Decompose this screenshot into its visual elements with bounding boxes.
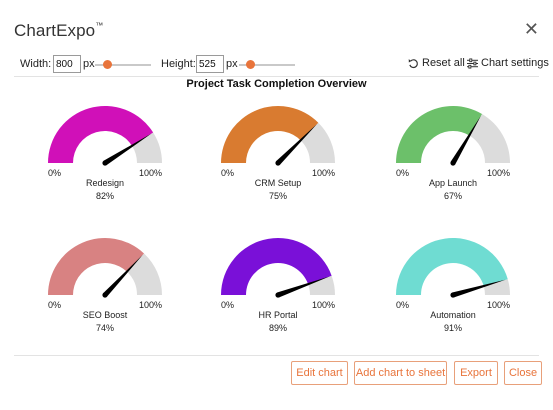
gauge-max-label: 100% xyxy=(487,300,510,310)
gauge-needle xyxy=(450,115,481,165)
gauge-needle xyxy=(277,276,330,298)
gauge-needle xyxy=(103,133,152,166)
gauge-needle-hub xyxy=(275,160,281,166)
gauge-value-arc xyxy=(221,237,332,295)
gauge-redesign: 0% 100% Redesign 82% xyxy=(48,105,162,201)
gauge-max-label: 100% xyxy=(312,168,335,178)
gauge-needle xyxy=(452,279,506,298)
reset-all-button[interactable]: Reset all xyxy=(408,57,465,69)
gauge-name-label: App Launch xyxy=(429,178,477,188)
height-slider-handle[interactable] xyxy=(246,60,255,69)
width-label: Width: xyxy=(20,58,52,70)
width-unit: px xyxy=(83,58,95,70)
reset-icon xyxy=(408,58,418,68)
app-title: ChartExpo™ xyxy=(14,21,103,41)
reset-all-label: Reset all xyxy=(422,57,465,69)
gauge-name-label: Redesign xyxy=(86,178,124,188)
gauge-value-label: 91% xyxy=(444,323,462,333)
width-input[interactable] xyxy=(53,55,81,73)
settings-sliders-icon xyxy=(467,57,478,69)
gauge-chart: 0% 100% Redesign 82% 0% 100% CRM Setup 75% 0% 100… xyxy=(48,105,510,333)
height-label: Height: xyxy=(161,58,196,70)
gauge-track xyxy=(126,253,162,295)
gauge-min-label: 0% xyxy=(396,300,409,310)
gauge-track xyxy=(300,122,335,163)
edit-chart-button[interactable]: Edit chart xyxy=(291,361,348,385)
gauge-min-label: 0% xyxy=(48,300,61,310)
gauge-max-label: 100% xyxy=(139,300,162,310)
gauge-needle xyxy=(103,254,143,297)
gauge-needle-hub xyxy=(102,292,108,298)
gauge-needle-hub xyxy=(450,160,456,166)
toolbar: Width: px Height: px Reset all Chart set… xyxy=(0,54,553,76)
gauge-needle-hub xyxy=(275,292,281,298)
chart-title: Project Task Completion Overview xyxy=(186,78,367,90)
gauge-min-label: 0% xyxy=(221,300,234,310)
gauge-track xyxy=(308,275,335,295)
trademark-mark: ™ xyxy=(95,21,104,31)
height-input[interactable] xyxy=(196,55,224,73)
gauge-name-label: HR Portal xyxy=(258,310,297,320)
gauge-value-label: 75% xyxy=(269,191,287,201)
gauge-min-label: 0% xyxy=(48,168,61,178)
gauge-max-label: 100% xyxy=(487,168,510,178)
app-title-text: ChartExpo xyxy=(14,21,96,40)
gauge-value-arc xyxy=(396,106,483,163)
close-button[interactable]: Close xyxy=(504,361,542,385)
close-icon[interactable]: ✕ xyxy=(523,19,539,39)
toolbar-divider xyxy=(14,76,539,77)
gauge-value-arc xyxy=(221,106,319,163)
gauge-seo-boost: 0% 100% SEO Boost 74% xyxy=(48,238,162,333)
gauge-track xyxy=(483,279,510,295)
gauge-track xyxy=(132,132,162,163)
gauge-max-label: 100% xyxy=(312,300,335,310)
gauge-name-label: SEO Boost xyxy=(83,310,128,320)
gauge-needle-hub xyxy=(102,160,108,166)
gauge-min-label: 0% xyxy=(396,168,409,178)
chart-settings-button[interactable]: Chart settings xyxy=(467,57,549,69)
gauge-name-label: Automation xyxy=(430,310,476,320)
gauge-value-label: 82% xyxy=(96,191,114,201)
gauge-min-label: 0% xyxy=(221,168,234,178)
height-slider[interactable] xyxy=(239,60,295,69)
gauge-value-label: 67% xyxy=(444,191,462,201)
add-chart-to-sheet-button[interactable]: Add chart to sheet xyxy=(354,361,447,385)
gauge-max-label: 100% xyxy=(139,168,162,178)
gauge-track xyxy=(469,113,510,163)
height-unit: px xyxy=(226,58,238,70)
gauge-app-launch: 0% 100% App Launch 67% xyxy=(396,106,510,201)
gauge-hr-portal: 0% 100% HR Portal 89% xyxy=(221,237,335,333)
width-slider[interactable] xyxy=(95,60,151,69)
export-button[interactable]: Export xyxy=(454,361,498,385)
gauge-value-label: 89% xyxy=(269,323,287,333)
gauge-needle-hub xyxy=(450,292,456,298)
gauge-name-label: CRM Setup xyxy=(255,178,302,188)
footer-divider xyxy=(14,355,539,356)
gauge-value-label: 74% xyxy=(96,323,114,333)
chart-settings-label: Chart settings xyxy=(481,57,549,69)
gauge-automation: 0% 100% Automation 91% xyxy=(396,238,510,333)
gauge-value-arc xyxy=(48,238,145,295)
gauge-value-arc xyxy=(48,105,154,163)
gauge-crm-setup: 0% 100% CRM Setup 75% xyxy=(221,106,335,201)
gauge-value-arc xyxy=(396,238,508,295)
gauge-needle xyxy=(276,124,317,165)
width-slider-handle[interactable] xyxy=(103,60,112,69)
